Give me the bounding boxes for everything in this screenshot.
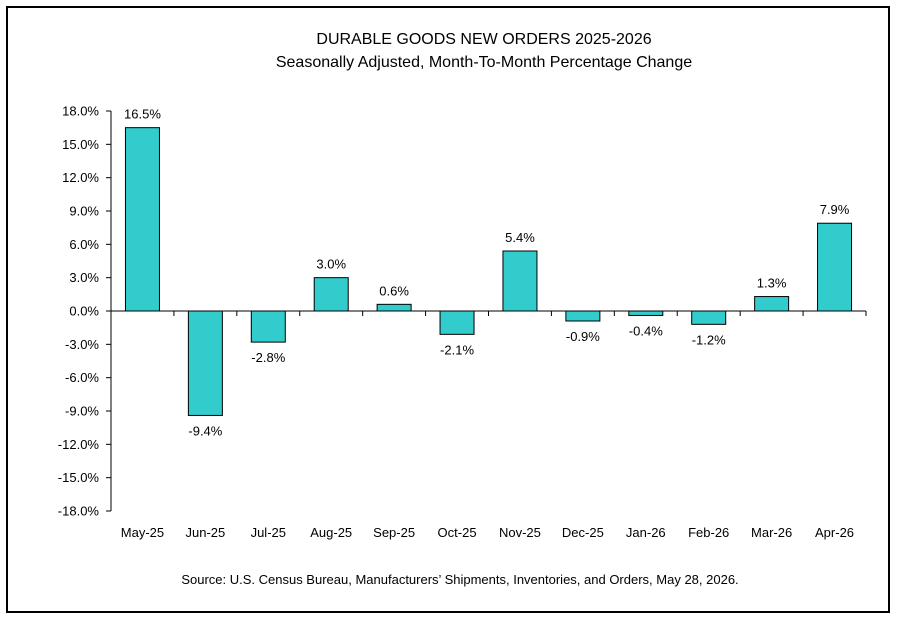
bar (754, 296, 790, 312)
y-tick-label: -15.0% (58, 470, 100, 485)
y-axis: 18.0% 15.0% 12.0% 9.0% 6.0% 3.0% 0.0% -3.0% -6.0… (58, 104, 112, 519)
bars: 16.5% -9.4% -2.8% 3.0% 0.6% -2.1% 5.4% -0.9% -0.… (124, 107, 853, 438)
bar (628, 310, 664, 316)
bar (691, 310, 727, 325)
y-tick-label: 18.0% (62, 104, 99, 119)
y-tick-label: 9.0% (69, 204, 99, 219)
data-label: -2.8% (251, 350, 285, 365)
data-label: -9.4% (188, 423, 222, 438)
data-label: -0.4% (629, 323, 663, 338)
y-tick-label: 0.0% (69, 304, 99, 319)
y-tick-label: -18.0% (58, 504, 100, 519)
x-tick-label: Apr-26 (815, 525, 854, 540)
bar (817, 222, 853, 312)
bar (376, 303, 412, 312)
bar (565, 310, 601, 322)
x-tick-label: Jun-25 (186, 525, 226, 540)
x-tick-label: Feb-26 (688, 525, 729, 540)
x-tick-label: Jul-25 (251, 525, 286, 540)
data-label: 7.9% (820, 202, 850, 217)
x-axis: May-25 Jun-25 Jul-25 Aug-25 Sep-25 Oct-25 Nov-… (110, 310, 867, 540)
y-tick-label: -6.0% (65, 370, 99, 385)
x-tick-label: Jan-26 (626, 525, 666, 540)
x-tick-label: Nov-25 (499, 525, 541, 540)
bar (502, 250, 538, 312)
data-label: -0.9% (566, 329, 600, 344)
data-label: -2.1% (440, 342, 474, 357)
y-tick-label: -9.0% (65, 404, 99, 419)
x-tick-label: Oct-25 (438, 525, 477, 540)
bar (250, 310, 286, 343)
chart-subtitle: Seasonally Adjusted, Month-To-Month Perc… (276, 54, 692, 71)
bar (187, 310, 223, 416)
y-tick-label: 12.0% (62, 170, 99, 185)
y-tick-label: 3.0% (69, 270, 99, 285)
y-tick-label: 6.0% (69, 237, 99, 252)
x-tick-label: Aug-25 (310, 525, 352, 540)
data-label: 5.4% (505, 230, 535, 245)
x-tick-label: Sep-25 (373, 525, 415, 540)
data-label: 1.3% (757, 276, 787, 291)
chart-title: DURABLE GOODS NEW ORDERS 2025-2026 (316, 31, 651, 48)
y-tick-label: -12.0% (58, 437, 100, 452)
x-tick-label: Dec-25 (562, 525, 604, 540)
data-label: 3.0% (316, 257, 346, 272)
data-label: 16.5% (124, 107, 161, 122)
bar (313, 277, 349, 312)
data-label: 0.6% (379, 283, 409, 298)
y-tick-label: 15.0% (62, 137, 99, 152)
bar (439, 310, 475, 335)
x-tick-label: Mar-26 (751, 525, 792, 540)
bar (124, 127, 160, 312)
chart-source: Source: U.S. Census Bureau, Manufacturer… (181, 572, 738, 587)
y-tick-label: -3.0% (65, 337, 99, 352)
data-label: -1.2% (692, 332, 726, 347)
x-tick-label: May-25 (121, 525, 164, 540)
